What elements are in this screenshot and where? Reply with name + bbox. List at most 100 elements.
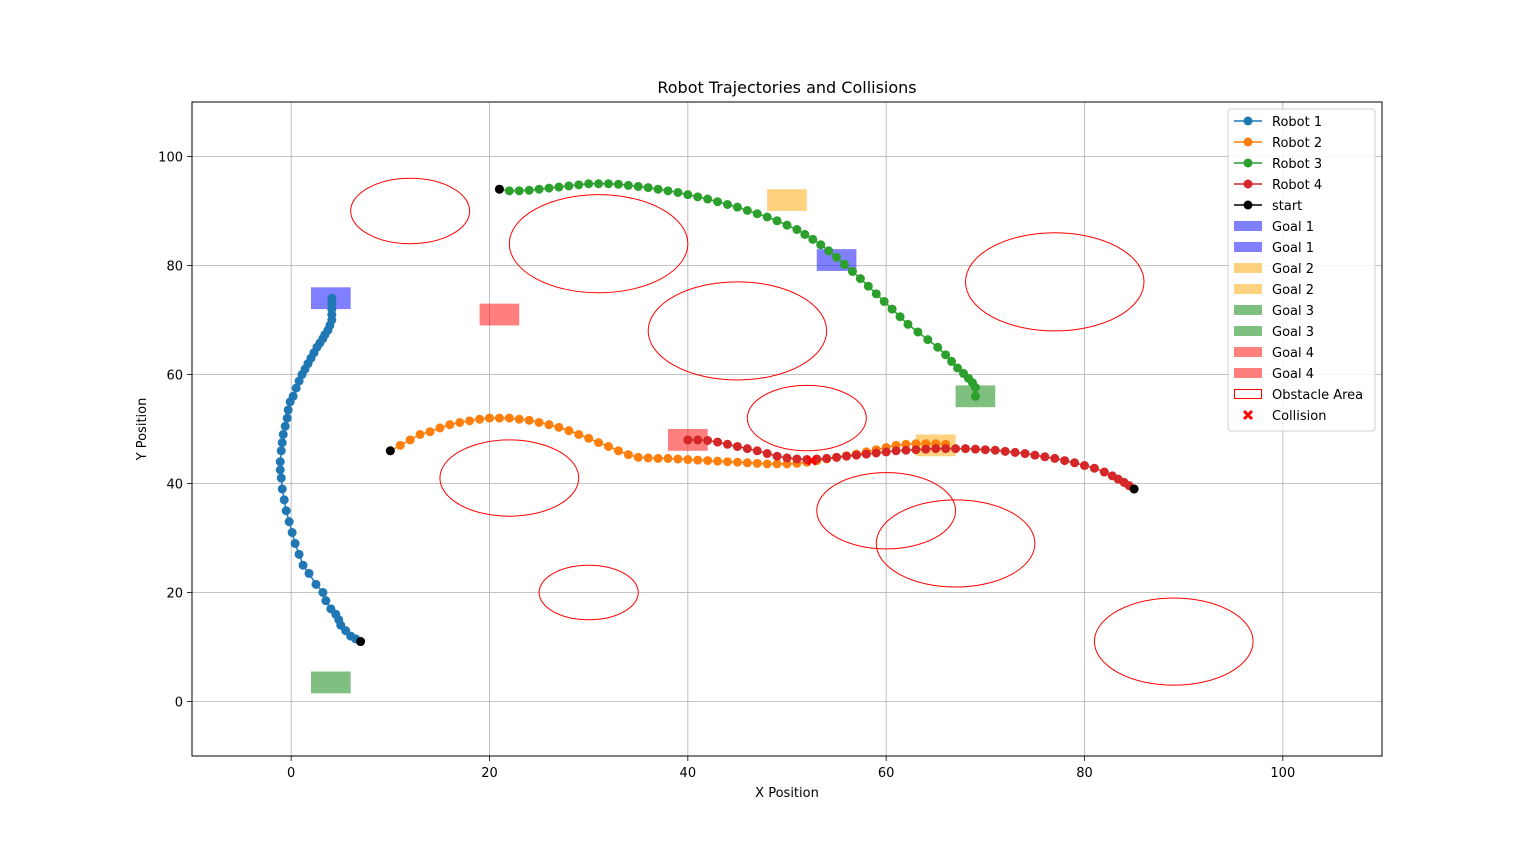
trajectory-point	[871, 448, 881, 458]
trajectory-point	[288, 391, 298, 401]
x-tick-label: 40	[680, 766, 697, 781]
trajectory-point	[1107, 471, 1117, 481]
chart-title: Robot Trajectories and Collisions	[657, 78, 916, 97]
trajectory-point	[762, 212, 772, 222]
trajectory-point	[321, 596, 331, 606]
obstacle-ellipse	[816, 472, 957, 550]
trajectory-point	[673, 454, 683, 464]
trajectory-point	[455, 417, 465, 427]
legend-label: Robot 2	[1272, 136, 1322, 151]
trajectory-point	[633, 452, 643, 462]
legend: Robot 1 Robot 2 Robot 3 Robot 4 start Goal 1 G…	[1227, 108, 1376, 432]
trajectory-point	[277, 438, 287, 448]
obstacle-ellipse	[875, 499, 1036, 588]
obstacle-ellipse	[1093, 597, 1254, 686]
y-tick-label: 40	[166, 478, 183, 493]
trajectory-point	[663, 186, 673, 196]
trajectory-point	[1000, 446, 1010, 456]
trajectory-point	[723, 439, 732, 449]
trajectory-point	[465, 416, 475, 426]
trajectory-point	[613, 179, 623, 189]
legend-patch-swatch	[1234, 305, 1262, 315]
trajectory-point	[311, 579, 321, 589]
trajectory-point	[534, 184, 544, 194]
legend-entry: Goal 4	[1234, 367, 1314, 382]
trajectory-point	[683, 190, 693, 200]
y-tick-label: 20	[166, 587, 183, 602]
legend-label: Robot 3	[1272, 157, 1322, 172]
trajectory-point	[931, 444, 941, 454]
trajectory-point	[782, 453, 792, 463]
legend-entry: Collision	[1242, 409, 1326, 424]
trajectory-point	[895, 312, 905, 322]
trajectory-point	[475, 414, 485, 424]
trajectory-point	[800, 229, 810, 239]
trajectory-point	[792, 225, 802, 235]
trajectory-point	[524, 185, 534, 195]
trajectory-point	[683, 435, 693, 445]
trajectory-point	[703, 194, 713, 204]
trajectory-point	[723, 199, 732, 209]
legend-patch-swatch	[1234, 368, 1262, 378]
trajectory-point	[903, 319, 913, 329]
obstacle-ellipse	[965, 232, 1145, 332]
trajectory-point	[283, 405, 293, 415]
trajectory-point	[752, 209, 762, 219]
legend-entry: Goal 1	[1234, 220, 1314, 235]
trajectory-point	[633, 181, 643, 191]
legend-label: start	[1272, 199, 1302, 214]
x-tick-label: 60	[878, 766, 895, 781]
trajectory-point	[623, 450, 633, 460]
trajectory-point	[277, 484, 287, 494]
legend-patch-swatch	[1234, 242, 1262, 252]
start-points	[356, 184, 1139, 647]
trajectory-point	[1099, 467, 1109, 477]
trajectory-point	[280, 421, 290, 431]
legend-label: Goal 1	[1272, 241, 1314, 256]
axis-ticks: 0 20 40 60 80 100 0 20 40 60 80 100	[158, 151, 1295, 782]
trajectory-point	[485, 413, 494, 423]
trajectory-point	[287, 528, 297, 538]
trajectory-point	[871, 289, 881, 299]
legend-entry: Goal 4	[1234, 346, 1314, 361]
trajectory-point	[911, 445, 921, 455]
y-axis-label: Y Position	[135, 398, 150, 462]
y-tick-label: 100	[158, 151, 183, 166]
obstacle-ellipse	[538, 564, 639, 621]
legend-x-swatch	[1242, 409, 1254, 421]
trajectory-point	[970, 444, 980, 454]
legend-patch-swatch	[1234, 347, 1262, 357]
trajectory-point	[673, 187, 683, 197]
start-point	[356, 637, 366, 647]
trajectory-point	[291, 383, 301, 393]
trajectory-point	[275, 457, 285, 467]
legend-label: Robot 4	[1272, 178, 1322, 193]
trajectory-point	[604, 179, 613, 189]
trajectory-point	[524, 415, 534, 425]
trajectory-point	[564, 426, 574, 436]
trajectory-point	[953, 363, 963, 373]
trajectory-point	[544, 183, 554, 193]
trajectory-point	[276, 473, 286, 483]
trajectory-point	[855, 274, 865, 284]
trajectory-point	[683, 455, 693, 465]
trajectory-point	[405, 435, 415, 445]
trajectory-point	[723, 457, 732, 467]
legend-marker-swatch	[1243, 158, 1253, 168]
start-point	[385, 446, 395, 456]
trajectory-point	[881, 447, 891, 457]
obstacle-ellipse	[350, 177, 471, 245]
trajectory-point	[703, 435, 713, 445]
legend-marker-swatch	[1243, 116, 1253, 126]
trajectory-point	[762, 449, 772, 459]
trajectory-point	[861, 449, 871, 459]
y-tick-label: 80	[166, 260, 183, 275]
legend-entry: Robot 3	[1234, 157, 1322, 172]
obstacle-ellipse	[647, 281, 828, 381]
y-tick-label: 0	[175, 696, 183, 711]
trajectory-point	[514, 186, 524, 196]
legend-patch-swatch	[1234, 284, 1262, 294]
trajectory-point	[298, 560, 308, 570]
trajectory-point	[279, 495, 289, 505]
x-tick-label: 20	[481, 766, 498, 781]
